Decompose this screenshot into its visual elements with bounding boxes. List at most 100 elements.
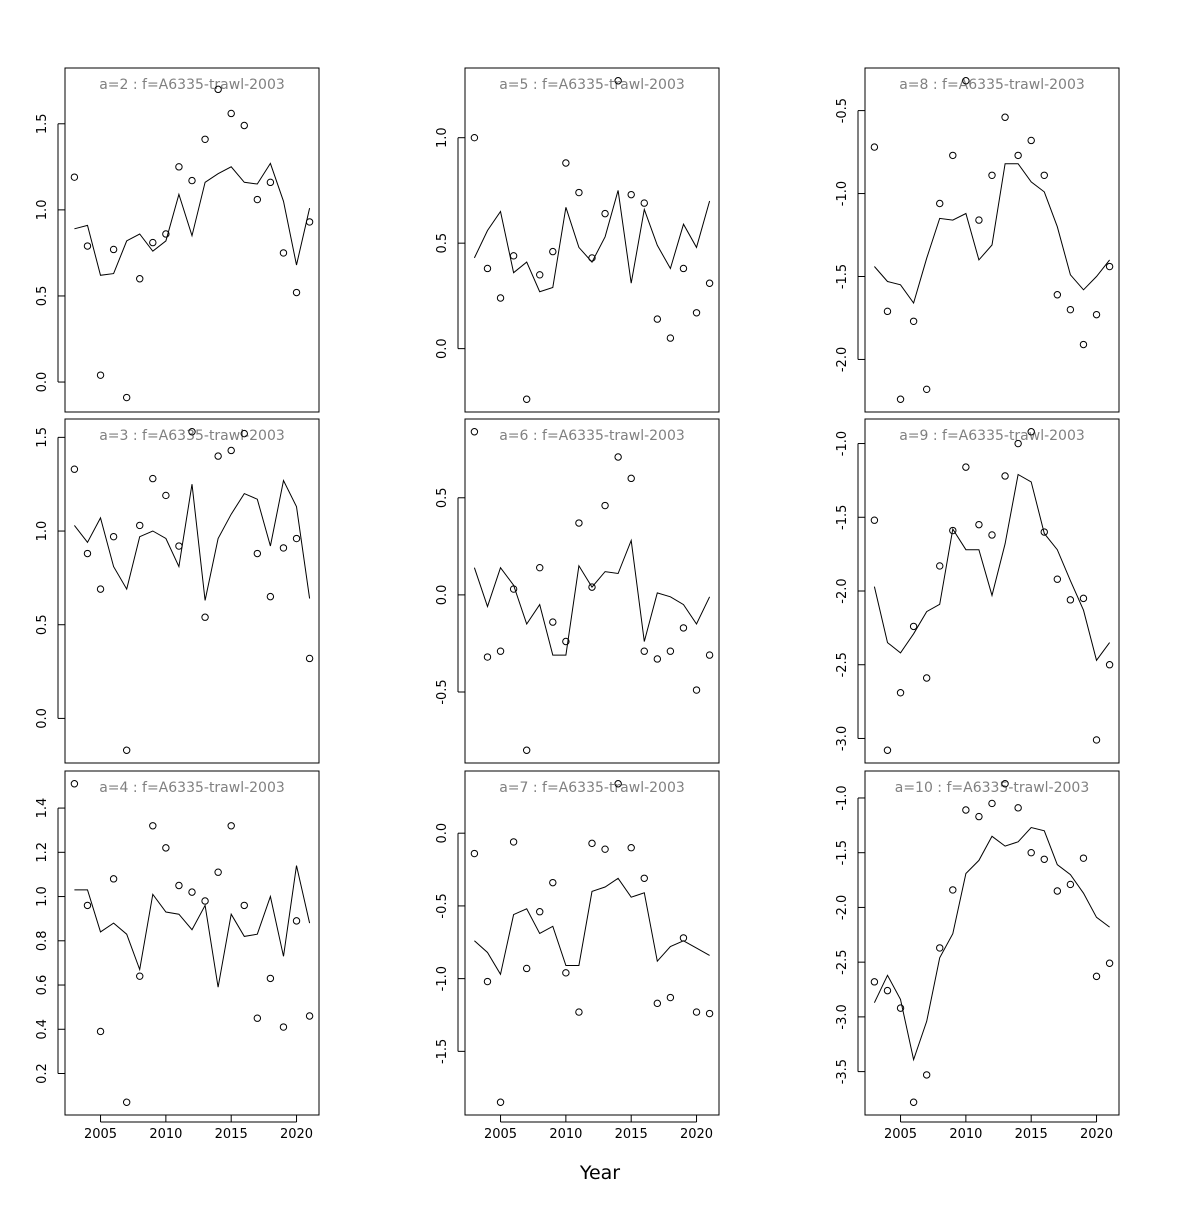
obs-point: [214, 85, 222, 94]
obs-point: [1014, 151, 1022, 160]
obs-point: [614, 780, 622, 788]
obs-point: [1001, 113, 1009, 121]
x-axis-label: Year: [579, 1162, 620, 1184]
obs-point: [1040, 855, 1048, 863]
obs-point: [679, 264, 688, 273]
y-tick-label: 1.0: [35, 200, 50, 221]
obs-point: [988, 171, 996, 180]
obs-point: [240, 429, 248, 438]
panel-frame: [64, 418, 320, 764]
x-tick-label: 2020: [280, 1127, 313, 1142]
obs-point: [149, 238, 157, 247]
x-tick-label: 2015: [615, 1127, 648, 1142]
panel-title: a=4 : f=A6335-trawl-2003: [99, 780, 285, 796]
panel-frame: [464, 67, 720, 413]
obs-point: [883, 307, 892, 316]
obs-point: [1001, 780, 1009, 788]
obs-point: [1092, 736, 1101, 744]
obs-point: [470, 133, 479, 142]
obs-point: [496, 647, 505, 655]
panel-frame: [464, 418, 720, 764]
x-tick-label: 2005: [484, 1127, 517, 1142]
obs-point: [96, 371, 105, 379]
y-tick-label: -1.0: [835, 181, 850, 206]
obs-point: [588, 254, 596, 262]
obs-point: [562, 637, 570, 646]
obs-point: [509, 838, 518, 846]
obs-point: [640, 874, 648, 882]
obs-point: [653, 315, 662, 323]
obs-point: [122, 1098, 131, 1106]
y-tick-label: 0.8: [35, 930, 50, 951]
obs-point: [1105, 959, 1114, 967]
obs-point: [1079, 594, 1088, 603]
panel-title: a=3 : f=A6335-trawl-2003: [99, 428, 285, 444]
obs-point: [162, 491, 170, 500]
y-tick-label: 0.0: [35, 372, 50, 393]
obs-point: [640, 647, 648, 655]
obs-point: [266, 178, 275, 187]
obs-point: [1066, 880, 1075, 889]
obs-point: [227, 109, 235, 118]
obs-point: [975, 812, 983, 821]
obs-point: [162, 844, 170, 852]
obs-point: [188, 428, 196, 436]
obs-point: [883, 986, 892, 995]
obs-point: [536, 271, 544, 279]
panel-frame: [864, 770, 1120, 1116]
obs-point: [896, 1004, 905, 1012]
obs-point: [470, 849, 479, 858]
obs-point: [705, 651, 714, 659]
obs-point: [483, 653, 492, 661]
obs-point: [522, 395, 531, 403]
obs-point: [666, 647, 675, 655]
obs-point: [188, 888, 196, 896]
obs-point: [1079, 854, 1088, 862]
obs-point: [1105, 661, 1114, 669]
obs-point: [522, 964, 531, 973]
obs-point: [253, 195, 262, 204]
obs-point: [175, 163, 183, 171]
obs-point: [292, 288, 301, 297]
obs-point: [1053, 575, 1062, 583]
panel-title: a=5 : f=A6335-trawl-2003: [499, 77, 685, 93]
obs-point: [136, 972, 144, 980]
obs-point: [1105, 262, 1114, 271]
obs-point: [666, 993, 675, 1002]
obs-point: [549, 247, 557, 256]
y-tick-label: -0.5: [835, 98, 850, 123]
obs-point: [175, 542, 183, 550]
obs-point: [536, 563, 544, 572]
y-tick-label: 1.2: [35, 842, 50, 863]
obs-point: [692, 1008, 701, 1016]
obs-point: [1092, 972, 1101, 981]
y-tick-label: -2.5: [835, 949, 850, 974]
obs-point: [136, 521, 144, 530]
obs-point: [83, 549, 92, 558]
obs-point: [305, 1012, 314, 1020]
obs-point: [962, 77, 970, 85]
obs-point: [279, 1023, 288, 1031]
obs-point: [1079, 340, 1088, 349]
obs-point: [266, 974, 275, 983]
obs-point: [240, 901, 248, 910]
obs-point: [83, 901, 92, 910]
fit-line: [473, 190, 711, 293]
y-tick-label: 0.2: [35, 1063, 50, 1084]
obs-point: [201, 613, 209, 621]
y-tick-label: 0.0: [435, 338, 450, 359]
y-tick-label: -1.5: [835, 505, 850, 530]
panel-frame: [64, 67, 320, 413]
obs-point: [549, 618, 557, 626]
obs-point: [936, 562, 944, 570]
obs-point: [936, 199, 944, 208]
obs-point: [909, 1098, 918, 1106]
panel-frame: [864, 418, 1120, 764]
obs-point: [1066, 305, 1075, 314]
obs-point: [253, 1014, 262, 1022]
obs-point: [1014, 804, 1022, 812]
y-tick-label: -0.5: [435, 893, 450, 918]
obs-point: [1066, 596, 1075, 604]
panel-title: a=9 : f=A6335-trawl-2003: [899, 428, 1085, 444]
obs-point: [279, 544, 288, 552]
